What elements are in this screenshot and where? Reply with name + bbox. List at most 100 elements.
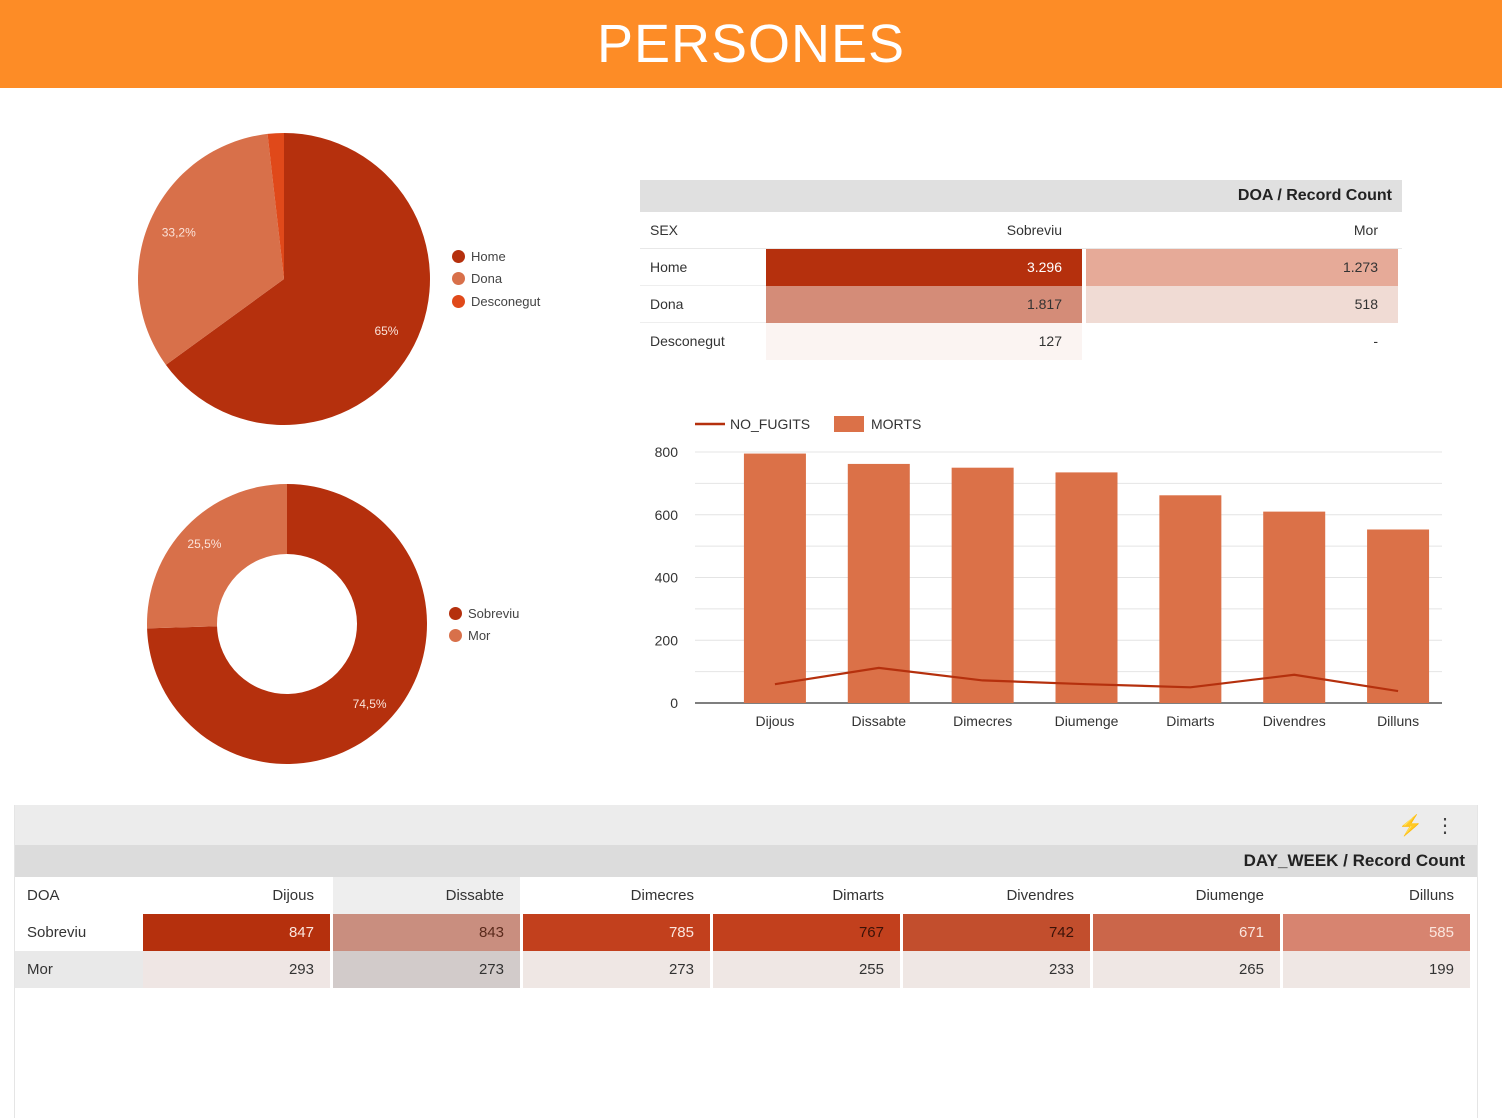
- cell-mor: 1.273: [1086, 249, 1398, 286]
- header-mor[interactable]: Mor: [1353, 222, 1378, 238]
- table-cell: 233: [903, 951, 1090, 988]
- x-tick-label: Dijous: [755, 713, 794, 729]
- legend-label-morts[interactable]: MORTS: [871, 416, 921, 432]
- table-row[interactable]: Sobreviu 847 843 785 767 742 671 585: [15, 914, 1477, 951]
- donut-chart-doa[interactable]: 74,5% 25,5%: [145, 482, 435, 777]
- pie-slice-label: 74,5%: [353, 697, 387, 711]
- pie-slice-label: 65%: [374, 324, 398, 338]
- bar-dimarts[interactable]: [1159, 495, 1222, 703]
- table-row[interactable]: Dona 1.817 518: [640, 286, 1402, 323]
- y-tick-label: 0: [670, 695, 678, 711]
- day-week-pivot-table: ⚡ ⋮ DAY_WEEK / Record Count DOA Dijous Di…: [14, 805, 1478, 1118]
- legend-item-mor[interactable]: Mor: [449, 625, 519, 648]
- table-cell: 293: [143, 951, 330, 988]
- donut-chart-doa-svg: 74,5% 25,5%: [147, 484, 428, 764]
- bar-divendres[interactable]: [1263, 511, 1326, 703]
- bar-diumenge[interactable]: [1055, 472, 1118, 703]
- column-header-dijous[interactable]: Dijous: [143, 877, 330, 914]
- legend-label-no-fugits[interactable]: NO_FUGITS: [730, 416, 810, 432]
- column-header-dissabte[interactable]: Dissabte: [333, 877, 520, 914]
- legend-dot: [452, 294, 465, 308]
- legend-dot: [452, 272, 465, 286]
- column-header-dilluns[interactable]: Dilluns: [1283, 877, 1470, 914]
- more-options-icon[interactable]: ⋮: [1435, 815, 1455, 837]
- y-tick-label: 800: [655, 444, 679, 460]
- legend-dot: [449, 606, 462, 620]
- page-header: PERSONES: [0, 0, 1502, 88]
- legend-label: Sobreviu: [468, 605, 520, 621]
- pie-slice-dona[interactable]: [138, 133, 284, 365]
- y-tick-label: 200: [655, 632, 679, 648]
- doa-pivot-table: DOA / Record Count SEX Sobreviu Mor Home…: [640, 180, 1402, 360]
- table-cell: 843: [333, 914, 520, 951]
- pie-chart-sex-svg: 65% 33,2%: [138, 133, 430, 425]
- legend-label: Mor: [468, 628, 491, 644]
- x-tick-label: Dimecres: [953, 713, 1012, 729]
- table-cell: 273: [523, 951, 710, 988]
- legend-item-desconegut[interactable]: Desconegut: [452, 290, 540, 313]
- table-toolbar: ⚡ ⋮: [15, 805, 1477, 845]
- row-label: Home: [640, 249, 766, 286]
- cell-mor: 518: [1086, 286, 1398, 323]
- row-label: Desconegut: [650, 333, 725, 349]
- donut-doa-legend: Sobreviu Mor: [449, 602, 519, 647]
- table-row[interactable]: Home 3.296 1.273: [640, 249, 1402, 286]
- row-label: Mor: [15, 951, 143, 988]
- bar-chart-day-week[interactable]: 0 200 400 600 800 Dijous Dissabte Dimecres Diume…: [640, 400, 1450, 750]
- legend-item-dona[interactable]: Dona: [452, 268, 540, 291]
- pie-sex-legend: Home Dona Desconegut: [452, 245, 540, 313]
- cell-sobreviu: 127: [766, 323, 1082, 360]
- column-header-divendres[interactable]: Divendres: [903, 877, 1090, 914]
- table-cell: 847: [143, 914, 330, 951]
- header-sobreviu[interactable]: Sobreviu: [1006, 222, 1062, 238]
- pie-slice-mor[interactable]: [147, 484, 287, 629]
- column-header-dimarts[interactable]: Dimarts: [713, 877, 900, 914]
- bar-chart-svg: 0 200 400 600 800 Dijous Dissabte Dimecres Diume…: [655, 416, 1442, 729]
- table-cell: 199: [1283, 951, 1470, 988]
- pie-slice-desconegut[interactable]: [267, 133, 284, 279]
- pie-slice-label: 33,2%: [162, 226, 196, 240]
- table-cell: 585: [1283, 914, 1470, 951]
- header-doa[interactable]: DOA: [27, 887, 60, 904]
- table-cell: 255: [713, 951, 900, 988]
- column-header-diumenge[interactable]: Diumenge: [1093, 877, 1280, 914]
- table-row[interactable]: Desconegut 127-: [640, 323, 1402, 360]
- day-week-table-header: DOA Dijous Dissabte Dimecres Dimarts Divendr…: [15, 877, 1477, 914]
- legend-dot: [452, 249, 465, 263]
- table-cell: 273: [333, 951, 520, 988]
- cell-sobreviu: 1.817: [766, 286, 1082, 323]
- y-tick-label: 400: [655, 570, 679, 586]
- line-no-fugits[interactable]: [774, 666, 1399, 693]
- page-title: PERSONES: [596, 14, 906, 74]
- pie-slice-home[interactable]: [165, 133, 430, 425]
- table-cell: 671: [1093, 914, 1280, 951]
- doa-table-title: DOA / Record Count: [640, 180, 1402, 212]
- pie-chart-sex[interactable]: 65% 33,2%: [135, 130, 435, 435]
- x-tick-label: Divendres: [1263, 713, 1326, 729]
- table-row[interactable]: Mor 293 273 273 255 233 265 199: [15, 951, 1477, 988]
- header-sex[interactable]: SEX: [650, 222, 679, 238]
- legend-item-home[interactable]: Home: [452, 245, 540, 268]
- column-header-dimecres[interactable]: Dimecres: [523, 877, 710, 914]
- legend-label: Dona: [471, 271, 503, 287]
- bar-dilluns[interactable]: [1367, 529, 1430, 703]
- legend-bar-swatch: [834, 416, 864, 432]
- row-label: Dona: [640, 286, 766, 323]
- cell-sobreviu: 3.296: [766, 249, 1082, 286]
- bar-dissabte[interactable]: [847, 463, 910, 703]
- bar-dimecres[interactable]: [951, 467, 1014, 703]
- legend-item-sobreviu[interactable]: Sobreviu: [449, 602, 519, 625]
- bar-dijous[interactable]: [743, 453, 806, 703]
- legend-label: Home: [471, 248, 506, 264]
- x-tick-label: Dissabte: [852, 713, 907, 729]
- legend-dot: [449, 629, 462, 643]
- table-cell: 767: [713, 914, 900, 951]
- y-tick-label: 600: [655, 507, 679, 523]
- row-label: Sobreviu: [15, 914, 143, 951]
- lightning-bolt-icon[interactable]: ⚡: [1398, 815, 1423, 837]
- doa-table-header: SEX Sobreviu Mor: [640, 212, 1402, 249]
- pie-slice-sobreviu[interactable]: [147, 484, 428, 764]
- table-cell: 785: [523, 914, 710, 951]
- cell-mor: -: [1086, 323, 1398, 360]
- x-tick-label: Dilluns: [1377, 713, 1419, 729]
